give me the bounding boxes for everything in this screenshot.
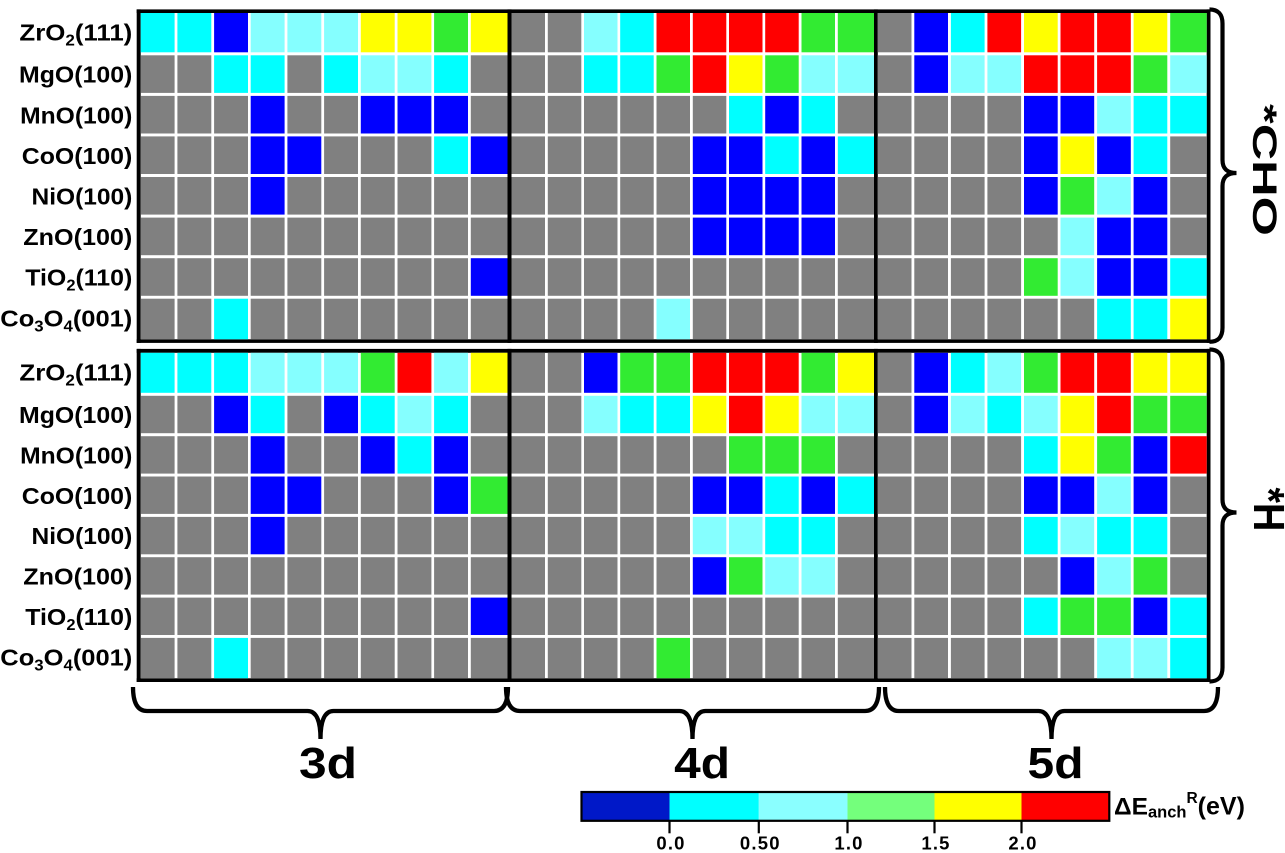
svg-text:MnO(100): MnO(100) [20, 443, 132, 469]
svg-text:NiO(100): NiO(100) [32, 524, 133, 550]
svg-text:ΔEanchR(eV): ΔEanchR(eV) [1114, 790, 1245, 822]
svg-text:CoO(100): CoO(100) [22, 483, 133, 509]
svg-text:2.0: 2.0 [1008, 833, 1037, 853]
svg-text:TiO2(110): TiO2(110) [25, 265, 132, 294]
svg-text:*H: *H [1245, 487, 1285, 531]
svg-text:MgO(100): MgO(100) [19, 403, 132, 429]
svg-text:0.0: 0.0 [656, 833, 685, 853]
svg-text:1.5: 1.5 [921, 833, 950, 853]
svg-text:ZrO2(111): ZrO2(111) [19, 21, 132, 50]
svg-text:MgO(100): MgO(100) [19, 62, 132, 88]
svg-text:TiO2(110): TiO2(110) [25, 605, 132, 634]
svg-text:0.50: 0.50 [740, 833, 781, 853]
svg-text:MnO(100): MnO(100) [20, 103, 132, 129]
svg-text:1.0: 1.0 [834, 833, 863, 853]
svg-text:*CHO: *CHO [1245, 104, 1283, 236]
svg-text:CoO(100): CoO(100) [22, 143, 133, 169]
svg-text:4d: 4d [674, 738, 730, 788]
svg-text:ZnO(100): ZnO(100) [23, 564, 132, 590]
svg-text:NiO(100): NiO(100) [32, 184, 133, 210]
svg-text:ZnO(100): ZnO(100) [23, 225, 132, 251]
svg-text:ZrO2(111): ZrO2(111) [19, 360, 132, 389]
svg-text:3d: 3d [299, 739, 357, 788]
svg-text:5d: 5d [1028, 738, 1084, 788]
